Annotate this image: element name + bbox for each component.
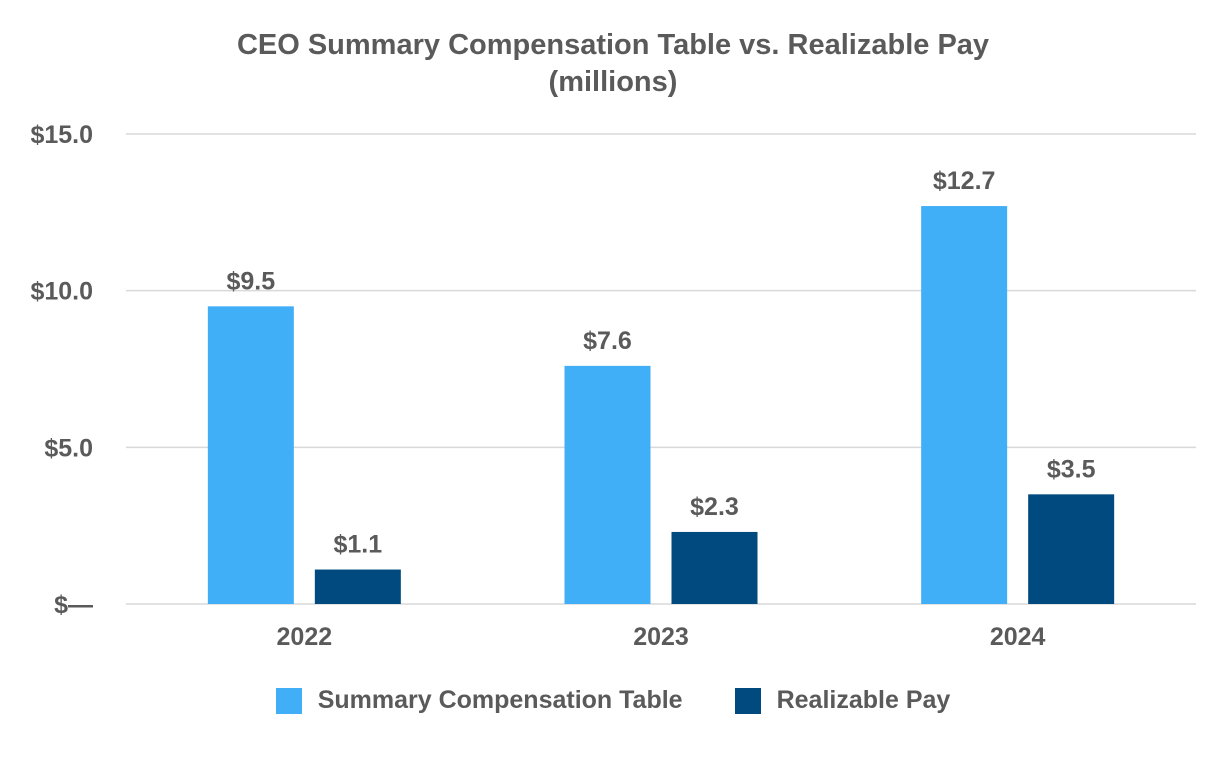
bar-summary-compensation-2022 bbox=[207, 306, 294, 604]
legend-swatch bbox=[734, 687, 761, 714]
data-label: $9.5 bbox=[226, 267, 275, 295]
y-tick-label: $10.0 bbox=[30, 278, 93, 306]
y-axis-ticks: $— $5.0 $10.0 $15.0 bbox=[30, 121, 93, 619]
x-axis-ticks: 2022 2023 2024 bbox=[277, 623, 1046, 651]
legend-item-summary-compensation[interactable]: Summary Compensation Table bbox=[275, 686, 683, 715]
y-tick-label: $15.0 bbox=[30, 121, 93, 149]
bar-realizable-pay-2023 bbox=[671, 531, 758, 604]
x-tick-label: 2023 bbox=[633, 623, 689, 651]
chart-subtitle: (millions) bbox=[548, 66, 678, 98]
bar-realizable-pay-2024 bbox=[1028, 494, 1115, 604]
legend-label: Summary Compensation Table bbox=[317, 686, 683, 714]
legend-label: Realizable Pay bbox=[776, 686, 951, 714]
data-label: $12.7 bbox=[933, 167, 996, 195]
bar-summary-compensation-2024 bbox=[921, 206, 1008, 605]
data-label: $3.5 bbox=[1047, 455, 1096, 483]
gridlines bbox=[126, 133, 1196, 605]
chart-title: CEO Summary Compensation Table vs. Reali… bbox=[236, 29, 990, 61]
bar-summary-compensation-2023 bbox=[564, 365, 651, 604]
bars bbox=[207, 206, 1115, 605]
y-tick-label: $— bbox=[54, 591, 93, 619]
data-label: $2.3 bbox=[690, 493, 739, 521]
legend-item-realizable-pay[interactable]: Realizable Pay bbox=[734, 686, 951, 715]
x-tick-label: 2024 bbox=[990, 623, 1046, 651]
legend: Summary Compensation Table Realizable Pa… bbox=[0, 686, 1226, 715]
data-label: $7.6 bbox=[583, 327, 632, 355]
y-tick-label: $5.0 bbox=[44, 434, 93, 462]
data-label: $1.1 bbox=[333, 531, 382, 559]
bar-realizable-pay-2022 bbox=[314, 569, 401, 604]
x-tick-label: 2022 bbox=[277, 623, 333, 651]
legend-swatch bbox=[275, 687, 302, 714]
data-labels: $9.5 $1.1 $7.6 $2.3 $12.7 $3.5 bbox=[226, 167, 1095, 558]
